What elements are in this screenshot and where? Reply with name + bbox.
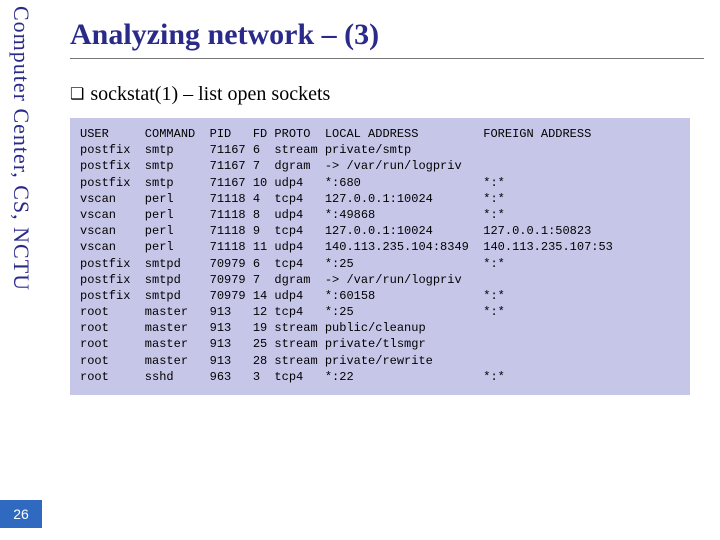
rail-label: Computer Center, CS, NCTU (8, 6, 34, 291)
bullet-text: sockstat(1) – list open sockets (90, 83, 330, 105)
sockstat-output: USER COMMAND PID FD PROTO LOCAL ADDRESS … (70, 118, 690, 395)
content-area: Analyzing network – (3) ❑ sockstat(1) – l… (70, 18, 704, 395)
left-rail: Computer Center, CS, NCTU 26 (0, 0, 42, 540)
bullet-line: ❑ sockstat(1) – list open sockets (70, 83, 704, 106)
page-number: 26 (0, 500, 42, 528)
bullet-marker-icon: ❑ (70, 86, 84, 103)
title-rule (70, 58, 704, 59)
slide: Computer Center, CS, NCTU 26 Analyzing n… (0, 0, 720, 540)
slide-title: Analyzing network – (3) (70, 18, 704, 52)
